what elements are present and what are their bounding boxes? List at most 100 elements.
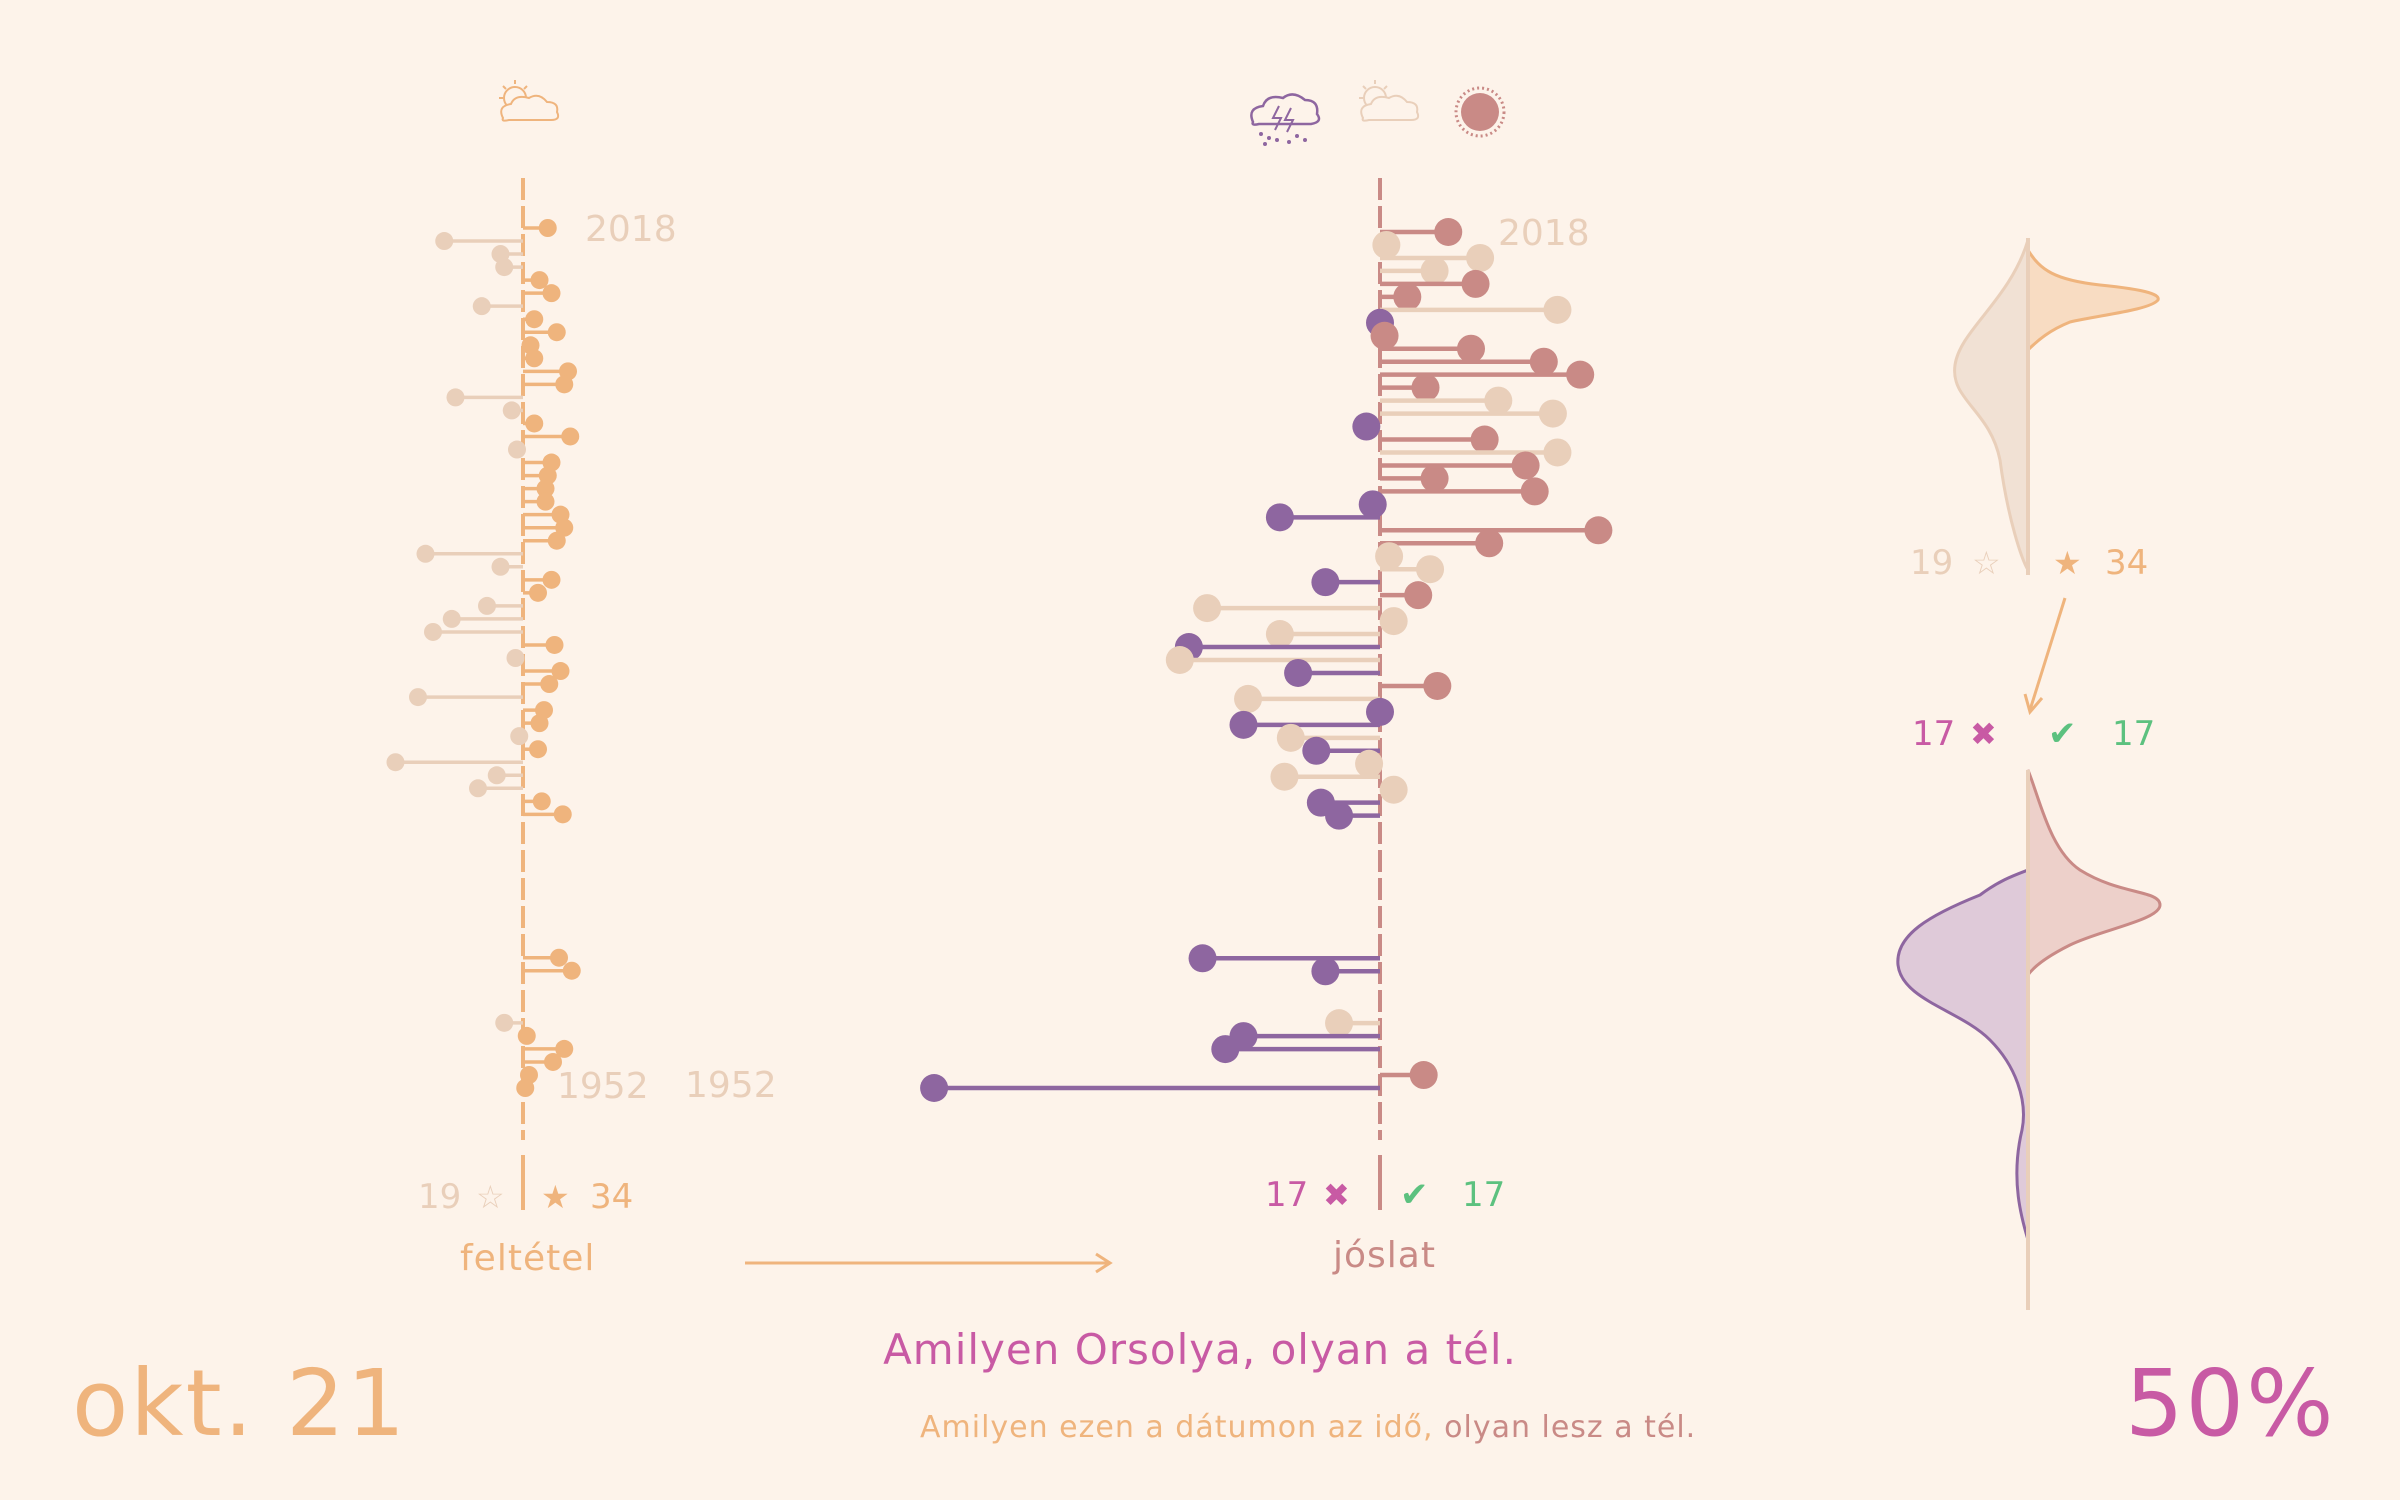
cond-point-1986 [545, 635, 564, 654]
pred-count-wrong: 17 [1265, 1175, 1308, 1215]
cond-count-dim: 19 [418, 1177, 461, 1217]
pred-point-1984 [1284, 658, 1313, 687]
pred-point-1973 [1325, 801, 1354, 830]
star-outline-icon: ☆ [476, 1178, 505, 1216]
pred-point-1983 [1423, 671, 1452, 700]
pred-year-top: 2018 [1498, 213, 1590, 254]
pred-point-1987 [1265, 620, 1294, 649]
cond-point-1988 [442, 609, 461, 628]
cond-point-1956 [517, 1026, 536, 1045]
pred-year-bottom: 1952 [685, 1065, 777, 1106]
pred-point-2016 [1466, 243, 1495, 272]
cross-icon: ✖ [1323, 1176, 1350, 1214]
pred-point-1976 [1270, 762, 1299, 791]
pred-point-1993 [1375, 542, 1404, 571]
cond-point-1990 [529, 583, 547, 602]
condition-density [1953, 238, 2160, 576]
cond-point-2006 [555, 375, 574, 394]
cond-point-1973 [553, 805, 572, 824]
pred-point-1962 [1188, 944, 1217, 973]
sun-icon [1454, 86, 1506, 138]
cond-point-2003 [525, 414, 544, 433]
pred-point-2008 [1529, 347, 1558, 376]
pred-point-2006 [1411, 373, 1440, 402]
cond-point-2008 [525, 349, 544, 368]
cond-point-2018 [538, 219, 557, 237]
pred-point-1979 [1276, 723, 1305, 752]
cond-point-1983 [540, 675, 559, 694]
pred-point-2001 [1543, 438, 1572, 467]
check-icon: ✔ [1400, 1175, 1429, 1215]
sun-cloud-icon [1359, 80, 1420, 122]
pred-point-2012 [1543, 295, 1572, 324]
cond-point-2012 [472, 297, 491, 316]
pred-count-right: 17 [1462, 1175, 1505, 1215]
cond-point-1995 [555, 518, 574, 537]
cond-point-1957 [495, 1013, 514, 1032]
cond-point-1961 [562, 961, 581, 980]
star-filled-icon: ★ [541, 1178, 570, 1216]
cond-point-1989 [478, 596, 496, 615]
cond-point-2005 [446, 388, 465, 407]
cond-point-2013 [542, 284, 561, 303]
cond-point-1978 [529, 740, 547, 759]
cond-point-1984 [551, 662, 570, 681]
pred-point-1997 [1358, 490, 1387, 519]
pred-point-1991 [1311, 568, 1340, 597]
page-title: Amilyen Orsolya, olyan a tél. [883, 1325, 1517, 1374]
pred-point-1982 [1234, 684, 1263, 713]
prediction-label: jóslat [1333, 1235, 1436, 1276]
kde-count-dim: 19 [1910, 543, 1953, 583]
subtitle-part1: Amilyen ezen a dátumon az idő, [920, 1410, 1434, 1445]
pred-point-1989 [1193, 594, 1222, 623]
storm-cloud-icon [1250, 93, 1321, 146]
cond-point-1993 [416, 544, 435, 563]
cond-point-1975 [469, 779, 487, 798]
density-orange [2026, 244, 2160, 354]
cross-icon: ✖ [1970, 715, 1997, 753]
subtitle-part2: olyan lesz a tél. [1444, 1410, 1697, 1445]
cond-point-1979 [510, 727, 529, 746]
pred-point-1977 [1355, 749, 1384, 778]
pred-point-1957 [1325, 1009, 1354, 1038]
star-outline-icon: ☆ [1972, 544, 2001, 582]
pred-point-1953 [1409, 1061, 1438, 1090]
page-subtitle: Amilyen ezen a dátumon az idő, olyan les… [920, 1410, 1696, 1445]
pred-point-1992 [1416, 555, 1445, 584]
cond-point-1992 [491, 557, 510, 576]
pred-point-1996 [1265, 503, 1294, 532]
sun-cloud-icon [499, 80, 560, 122]
cond-point-1954 [544, 1052, 562, 1071]
pred-point-2000 [1511, 451, 1540, 480]
cond-point-1998 [536, 479, 555, 498]
pred-point-2009 [1457, 334, 1485, 363]
condition-label: feltétel [460, 1238, 596, 1279]
pred-point-2015 [1420, 256, 1449, 285]
cond-year-top: 2018 [585, 209, 677, 250]
prediction-density [1896, 769, 2162, 1310]
pred-point-1990 [1404, 581, 1433, 610]
pred-point-1998 [1520, 477, 1549, 506]
pred-point-2014 [1461, 269, 1490, 298]
density-flow-arrow [2023, 597, 2067, 716]
cond-point-1982 [409, 688, 427, 707]
pred-point-2003 [1352, 412, 1381, 441]
cond-point-1974 [532, 792, 551, 811]
cond-count-star: 34 [590, 1177, 633, 1217]
density-beige [1953, 239, 2030, 576]
cond-point-1962 [550, 948, 568, 967]
kde-count-wrong: 17 [1912, 714, 1955, 754]
pred-point-1988 [1379, 607, 1408, 636]
cond-point-1985 [506, 649, 525, 667]
cond-point-2001 [508, 440, 526, 459]
pred-point-1952 [920, 1074, 949, 1102]
cond-point-1952 [516, 1079, 535, 1097]
pred-point-2002 [1470, 425, 1499, 454]
cond-year-bottom: 1952 [557, 1066, 649, 1107]
cond-point-1976 [487, 766, 506, 785]
cond-point-1991 [542, 570, 561, 589]
cond-point-1987 [424, 622, 442, 641]
density-rose [2026, 769, 2162, 980]
cond-point-1977 [386, 753, 405, 772]
